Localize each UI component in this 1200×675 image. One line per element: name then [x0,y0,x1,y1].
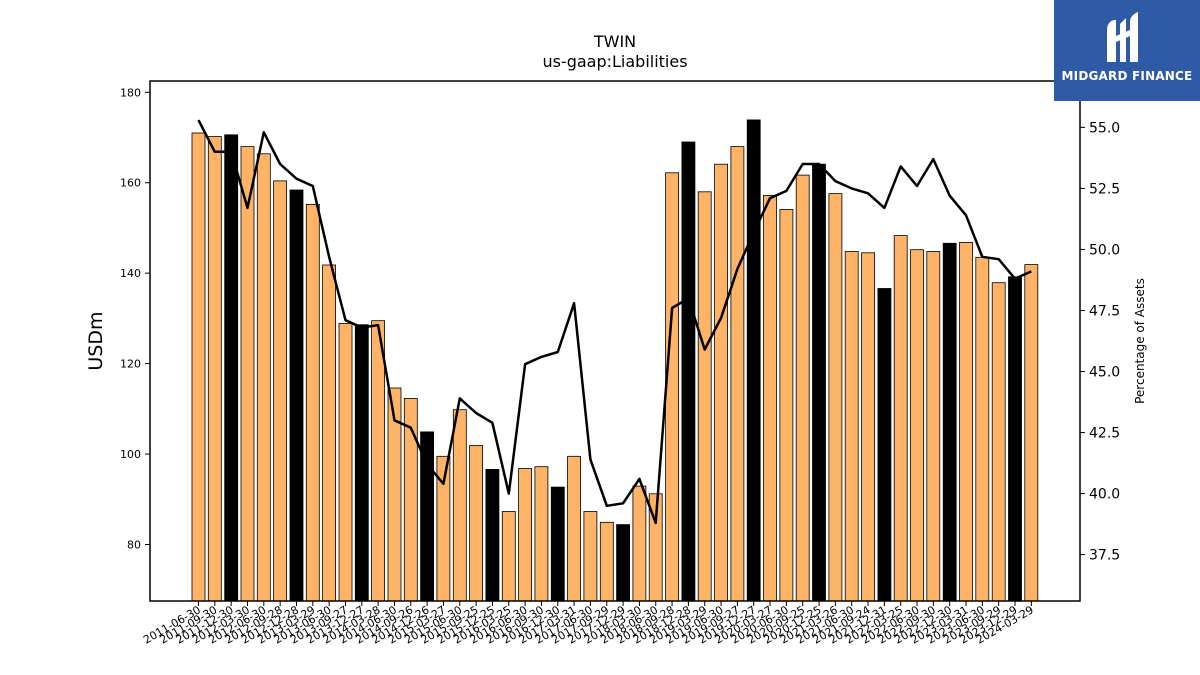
midgard-finance-logo: MIDGARD FINANCE [1054,0,1200,101]
axis-ticks: 80 100 120 140 160 180 37.5 40.0 42.5 45.0 47.5 50.… [120,86,1120,646]
bar [681,141,696,602]
y-right-tick-label: 42.5 [1089,426,1120,442]
bar [763,194,777,602]
bar [942,242,957,602]
bar [893,235,908,602]
bar [567,455,581,602]
bar [1024,264,1039,602]
percentage-line-series [197,119,1032,525]
bar [550,486,565,602]
y-right-tick-label: 55.0 [1089,120,1120,136]
bar [910,249,924,602]
percentage-line [197,119,1032,525]
bar [501,511,516,602]
bar [926,251,941,602]
y-right-tick-label: 37.5 [1089,548,1120,564]
bar [469,445,484,602]
bar [224,134,239,602]
chart-subtitle: us-gaap:Liabilities [542,52,688,71]
bar [191,132,206,602]
plot-frame [149,80,1081,602]
bar [991,282,1006,602]
bar [420,431,435,602]
bar [975,256,990,602]
y-axis-label: USDm [85,311,107,370]
y-right-tick-label: 47.5 [1089,303,1120,319]
bar [877,288,892,602]
bar [452,409,467,602]
y-axis-right-label: Percentage of Assets [1133,278,1147,404]
bar-series [191,119,1039,602]
bar [812,163,826,602]
bar [599,521,614,602]
y-right-tick-label: 40.0 [1089,487,1120,503]
bar [746,119,761,602]
bar [240,146,255,602]
bar [534,466,549,602]
bar [273,180,288,602]
bar [861,252,875,602]
bar [518,468,532,602]
bar [828,193,843,602]
bar [795,174,810,602]
y-tick-label: 80 [127,538,141,551]
y-right-tick-label: 52.5 [1089,181,1120,197]
y-tick-label: 140 [120,267,141,280]
logo-mark-icon [1107,12,1138,62]
bar [844,251,859,602]
bar [959,241,973,602]
y-right-tick-label: 50.0 [1089,242,1120,258]
y-tick-label: 180 [120,86,141,99]
y-tick-label: 120 [120,358,141,371]
bar [779,208,794,602]
bar [305,203,320,602]
bar [730,146,745,602]
y-tick-label: 100 [120,448,141,461]
logo-text: MIDGARD FINANCE [1061,69,1193,83]
y-tick-label: 160 [120,177,141,190]
chart-title: TWIN [593,32,637,51]
bar [714,163,728,602]
bar [665,172,679,602]
bar [256,153,271,602]
bar [289,189,304,602]
bar [322,264,337,602]
bar [371,320,386,602]
bar [207,136,222,602]
bar [1008,276,1022,602]
y-right-tick-label: 45.0 [1089,365,1120,381]
bar [697,191,712,602]
bar [583,511,598,602]
bar [485,468,500,602]
bar [354,324,369,602]
bar [632,485,647,602]
bar [338,322,353,602]
bar [616,524,630,602]
